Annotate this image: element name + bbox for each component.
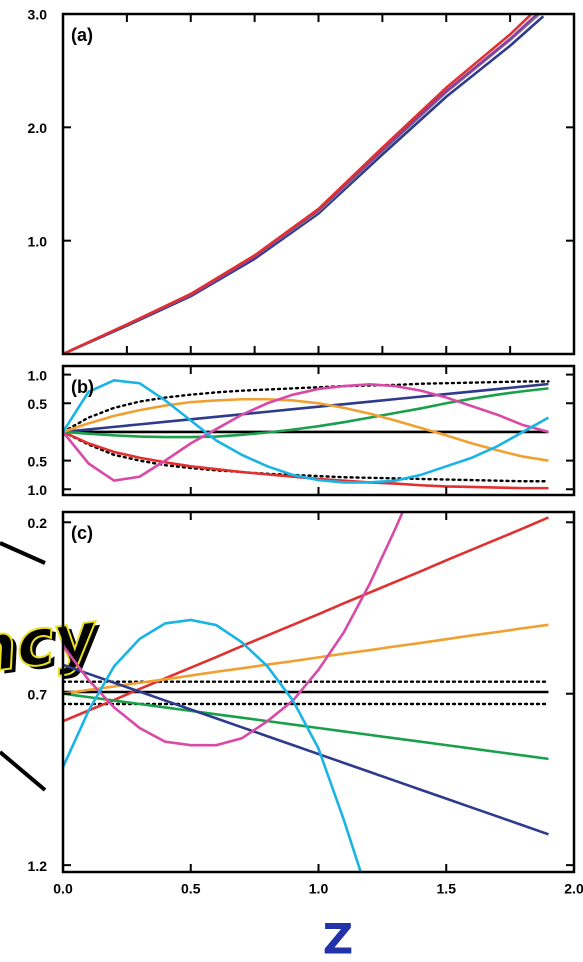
series-line <box>63 663 549 836</box>
y-tick-label: 1.0 <box>28 482 48 498</box>
series-line <box>63 618 363 872</box>
panel-label: (b) <box>71 377 94 397</box>
plot-area <box>63 14 545 354</box>
series-line <box>63 14 540 354</box>
series-line <box>63 623 549 695</box>
x-tick-label: 1.5 <box>437 881 457 897</box>
decor-line <box>0 750 47 792</box>
series-line <box>63 378 550 484</box>
y-tick-label: 0.5 <box>28 396 48 412</box>
y-tick-label: 1.2 <box>28 858 48 874</box>
series-line <box>63 430 550 483</box>
panel-label: (c) <box>71 523 93 543</box>
panel-frame <box>61 12 576 356</box>
series-line <box>63 397 549 462</box>
series-line <box>63 14 534 354</box>
y-tick-label: 1.0 <box>28 367 48 383</box>
decor-line <box>0 541 46 565</box>
series-line <box>63 382 549 434</box>
panel-label: (a) <box>71 25 93 45</box>
x-tick-label: 2.0 <box>564 881 583 897</box>
y-tick-label: 2.0 <box>28 120 48 136</box>
series-line <box>63 14 542 354</box>
plot-area <box>63 378 550 490</box>
axis-symbol: Z <box>323 915 353 962</box>
y-tick-label: 1.0 <box>28 233 48 249</box>
series-line <box>63 516 549 723</box>
series-line <box>63 383 549 483</box>
y-tick-label: 3.0 <box>28 7 48 23</box>
x-tick-label: 1.0 <box>309 881 329 897</box>
x-tick-label: 0.5 <box>181 881 201 897</box>
plot-area <box>63 512 550 872</box>
y-tick-label: 0.2 <box>28 515 48 531</box>
series-line <box>63 512 405 747</box>
y-tick-label: 0.7 <box>28 686 48 702</box>
y-tick-label: 0.5 <box>28 453 48 469</box>
series-line <box>63 387 549 439</box>
x-tick-label: 0.0 <box>53 881 73 897</box>
